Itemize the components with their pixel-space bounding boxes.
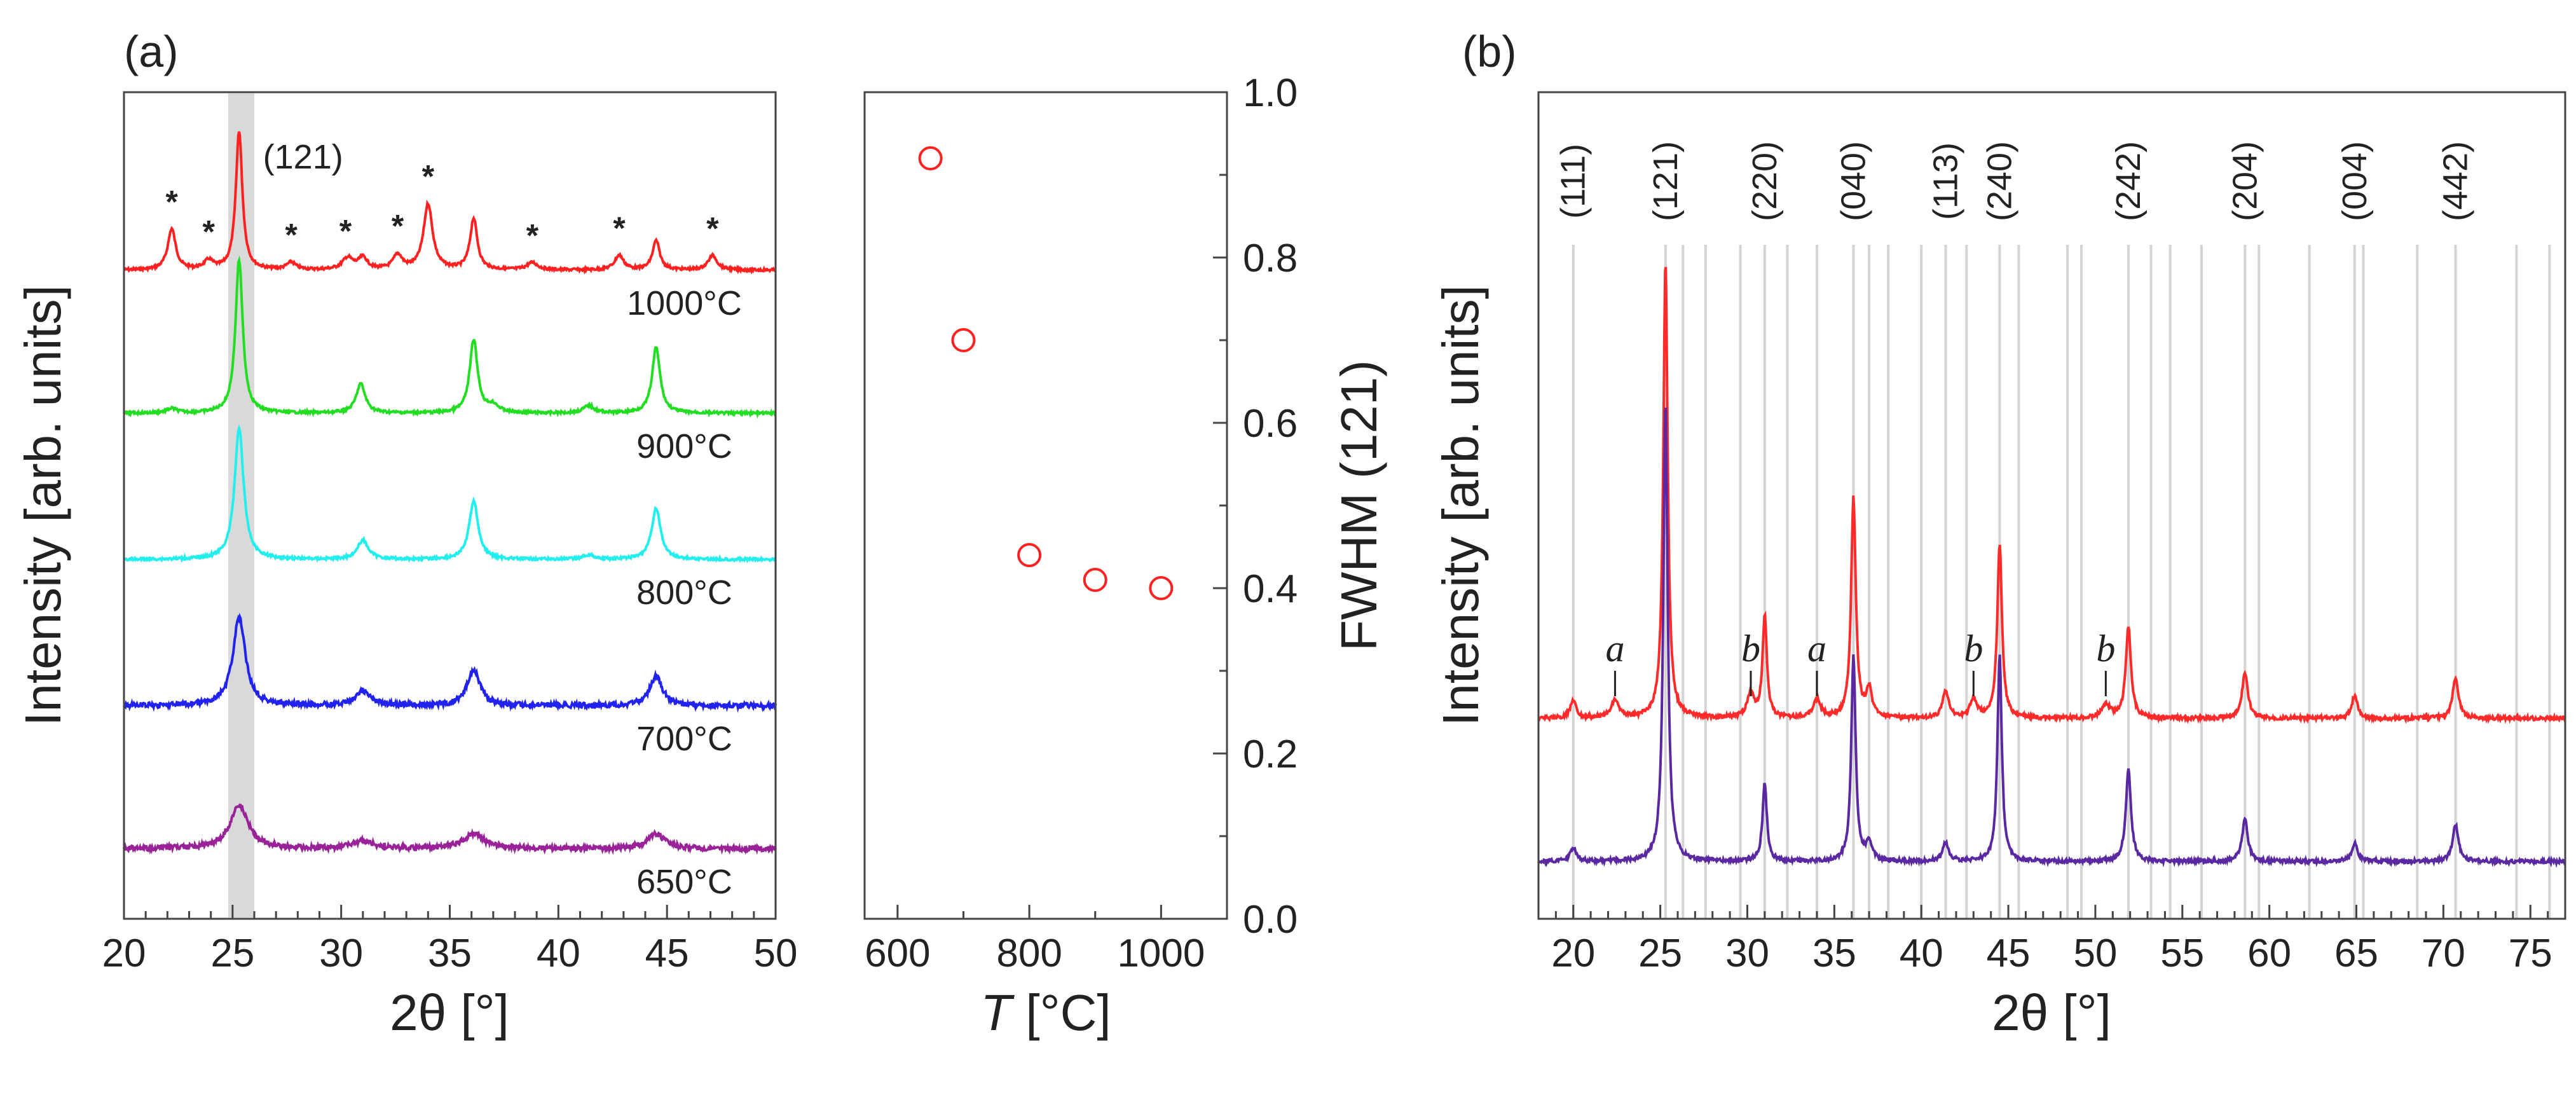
impurity-mark: b bbox=[1741, 628, 1760, 670]
y-tick-label: 0.8 bbox=[1243, 237, 1298, 280]
hkl-label: (040) bbox=[1834, 141, 1872, 221]
panel-b-frame bbox=[1537, 91, 2566, 920]
impurity-star: * bbox=[392, 209, 404, 244]
x-tick-label: 30 bbox=[319, 932, 363, 975]
x-tick-label: 70 bbox=[2422, 932, 2465, 975]
y-tick-label: 0.4 bbox=[1243, 567, 1298, 611]
x-tick-label: 40 bbox=[537, 932, 580, 975]
impurity-mark: a bbox=[1605, 628, 1624, 670]
xrd-series-1 bbox=[123, 131, 776, 275]
impurity-star: * bbox=[422, 159, 435, 195]
xrd-series-3 bbox=[123, 424, 777, 563]
y-tick-label: 0.6 bbox=[1243, 402, 1298, 446]
pattern-series-upper bbox=[1537, 266, 2566, 724]
fwhm-point bbox=[1083, 568, 1107, 592]
temperature-label: 650°C bbox=[636, 863, 732, 901]
y-tick-label: 0.0 bbox=[1243, 898, 1298, 942]
y-tick-label: 1.0 bbox=[1243, 71, 1298, 115]
x-tick-label: 45 bbox=[645, 932, 689, 975]
hkl-label: (442) bbox=[2437, 141, 2475, 221]
panel-a-inset-chart: 600 800 1000 0.0 0.2 0.4 0.6 0.8 1.0 T [°C] FWH… bbox=[863, 71, 1387, 1041]
temperature-label: 900°C bbox=[636, 427, 732, 465]
x-tick-label: 35 bbox=[1812, 932, 1856, 975]
panel-b-x-axis-label: 2θ [°] bbox=[1992, 984, 2111, 1041]
pattern-series-lower bbox=[1537, 408, 2566, 868]
inset-frame bbox=[863, 91, 1228, 920]
hkl-label: (240) bbox=[1980, 141, 2018, 221]
x-tick-label: 40 bbox=[1900, 932, 1943, 975]
panel-a-chart: (a) (121) * * * * * * * * * 1000°C 900°C 800°C 700°… bbox=[15, 27, 797, 1041]
panel-b-y-axis-label: Intensity [arb. units] bbox=[1432, 285, 1489, 726]
impurity-star: * bbox=[706, 211, 719, 247]
x-tick-label: 55 bbox=[2160, 932, 2204, 975]
panel-a-x-axis-label: 2θ [°] bbox=[390, 984, 509, 1041]
panel-a-frame bbox=[123, 91, 777, 920]
inset-x-axis-var: T bbox=[980, 984, 1015, 1041]
fwhm-point bbox=[1017, 543, 1042, 567]
x-tick-label: 35 bbox=[428, 932, 472, 975]
panel-a-label: (a) bbox=[124, 27, 179, 76]
x-tick-label: 30 bbox=[1725, 932, 1769, 975]
fwhm-point bbox=[1149, 576, 1174, 600]
impurity-star: * bbox=[165, 184, 178, 219]
panel-b-chart: (b) (111) (121) (220) (040) (113) (240) (242) (… bbox=[1432, 27, 2566, 1041]
impurity-mark: a bbox=[1807, 628, 1826, 670]
fwhm-point bbox=[918, 146, 943, 170]
x-tick-label: 20 bbox=[1551, 932, 1595, 975]
x-tick-label: 50 bbox=[754, 932, 798, 975]
panel-a-y-axis-label: Intensity [arb. units] bbox=[15, 285, 71, 726]
inset-x-axis-unit: [°C] bbox=[1011, 984, 1111, 1041]
highlight-label-121: (121) bbox=[263, 138, 343, 176]
x-tick-label: 25 bbox=[210, 932, 254, 975]
hkl-label: (121) bbox=[1647, 141, 1685, 221]
x-tick-label: 65 bbox=[2334, 932, 2378, 975]
x-tick-label: 75 bbox=[2509, 932, 2552, 975]
x-tick-label: 25 bbox=[1638, 932, 1682, 975]
hkl-label: (113) bbox=[1927, 142, 1965, 220]
x-tick-label: 1000 bbox=[1117, 932, 1205, 975]
impurity-mark: b bbox=[2096, 628, 2115, 670]
x-tick-label: 50 bbox=[2073, 932, 2117, 975]
hkl-label: (242) bbox=[2109, 141, 2148, 221]
impurity-star: * bbox=[285, 217, 298, 252]
y-tick-label: 0.2 bbox=[1243, 732, 1298, 776]
impurity-star: * bbox=[203, 214, 216, 249]
hkl-label: (004) bbox=[2336, 141, 2374, 221]
fwhm-point bbox=[951, 328, 976, 352]
xrd-series-5 bbox=[123, 803, 777, 855]
panel-b-label: (b) bbox=[1462, 27, 1517, 76]
hkl-label: (220) bbox=[1746, 141, 1784, 221]
x-tick-label: 45 bbox=[1987, 932, 2031, 975]
temperature-label: 1000°C bbox=[627, 284, 742, 322]
impurity-star: * bbox=[613, 210, 626, 246]
impurity-mark: b bbox=[1964, 628, 1983, 670]
xrd-series-4 bbox=[123, 612, 777, 713]
x-tick-label: 800 bbox=[996, 932, 1062, 975]
x-tick-label: 20 bbox=[102, 932, 146, 975]
hkl-label: (111) bbox=[1554, 144, 1593, 219]
inset-x-axis-label: T [°C] bbox=[980, 984, 1111, 1041]
impurity-star: * bbox=[339, 214, 352, 249]
x-tick-label: 60 bbox=[2247, 932, 2291, 975]
temperature-label: 700°C bbox=[636, 720, 732, 758]
impurity-star: * bbox=[526, 217, 539, 253]
temperature-label: 800°C bbox=[636, 574, 732, 612]
inset-y-axis-label: FWHM (121) bbox=[1331, 360, 1387, 651]
hkl-label: (204) bbox=[2226, 141, 2264, 221]
x-tick-label: 600 bbox=[865, 932, 930, 975]
xrd-series-2 bbox=[123, 255, 777, 419]
